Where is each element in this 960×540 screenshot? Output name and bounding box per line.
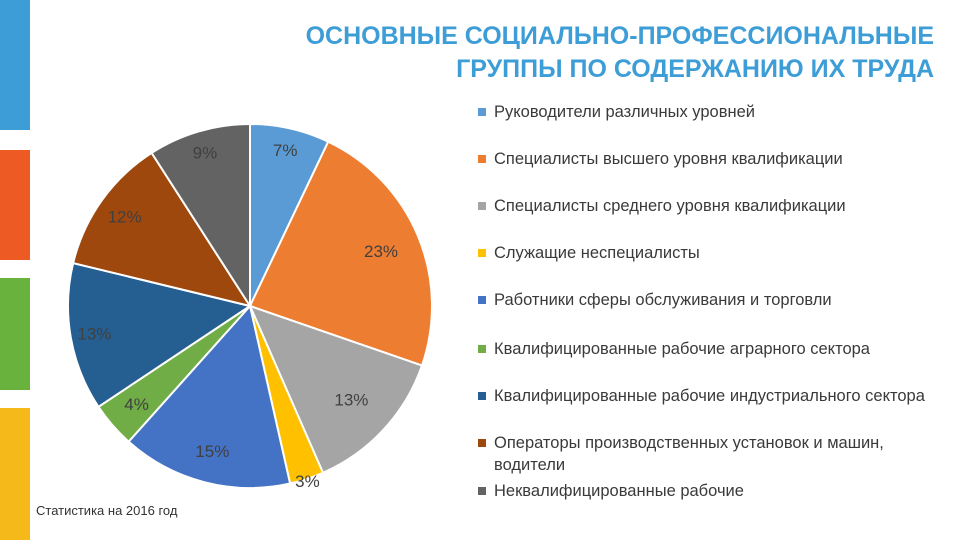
slice-data-label: 7% bbox=[273, 141, 298, 160]
legend-item: Служащие неспециалисты bbox=[478, 242, 948, 264]
slice-data-label: 12% bbox=[108, 208, 142, 227]
legend-item: Квалифицированные рабочие аграрного сект… bbox=[478, 338, 948, 360]
slice-data-label: 15% bbox=[195, 442, 229, 461]
accent-bar-green bbox=[0, 278, 30, 390]
legend-swatch bbox=[478, 345, 486, 353]
legend-label: Работники сферы обслуживания и торговли bbox=[494, 291, 832, 309]
legend-label: Служащие неспециалисты bbox=[494, 244, 700, 262]
legend-item: Работники сферы обслуживания и торговли bbox=[478, 289, 948, 311]
legend-swatch bbox=[478, 439, 486, 447]
legend-swatch bbox=[478, 487, 486, 495]
legend-label: Специалисты высшего уровня квалификации bbox=[494, 150, 843, 168]
accent-bar-yellow bbox=[0, 408, 30, 540]
legend-swatch bbox=[478, 392, 486, 400]
slice-data-label: 9% bbox=[193, 144, 218, 163]
legend-swatch bbox=[478, 202, 486, 210]
legend-label: Неквалифицированные рабочие bbox=[494, 482, 744, 500]
slice-data-label: 13% bbox=[77, 324, 111, 343]
slice-data-label: 23% bbox=[364, 242, 398, 261]
legend-item: Неквалифицированные рабочие bbox=[478, 480, 948, 502]
slice-data-label: 4% bbox=[124, 395, 149, 414]
accent-bar-orange bbox=[0, 150, 30, 260]
legend-item: Специалисты среднего уровня квалификации bbox=[478, 195, 948, 217]
legend-label: Квалифицированные рабочие аграрного сект… bbox=[494, 340, 870, 358]
pie-slice bbox=[127, 303, 292, 489]
pie-slice bbox=[248, 140, 433, 367]
legend-item: Специалисты высшего уровня квалификации bbox=[478, 148, 948, 170]
legend-label: Специалисты среднего уровня квалификации bbox=[494, 197, 846, 215]
legend-label: Операторы производственных установок и м… bbox=[494, 434, 884, 474]
pie-slice bbox=[71, 151, 253, 308]
legend-label: Квалифицированные рабочие индустриальног… bbox=[494, 387, 925, 405]
legend-item: Операторы производственных установок и м… bbox=[478, 432, 948, 476]
pie-slice bbox=[150, 122, 251, 310]
slice-data-label: 13% bbox=[334, 391, 368, 410]
page-title: ОСНОВНЫЕ СОЦИАЛЬНО-ПРОФЕССИОНАЛЬНЫЕ ГРУП… bbox=[234, 20, 934, 86]
title-line-2: ГРУППЫ ПО СОДЕРЖАНИЮ ИХ ТРУДА bbox=[456, 55, 934, 83]
legend-swatch bbox=[478, 296, 486, 304]
title-line-1: ОСНОВНЫЕ СОЦИАЛЬНО-ПРОФЕССИОНАЛЬНЫЕ bbox=[305, 22, 934, 50]
accent-bar-blue bbox=[0, 0, 30, 130]
legend-item: Руководители различных уровней bbox=[478, 101, 948, 123]
legend-label: Руководители различных уровней bbox=[494, 103, 755, 121]
slice-data-label: 3% bbox=[295, 472, 320, 491]
legend-swatch bbox=[478, 155, 486, 163]
legend-swatch bbox=[478, 108, 486, 116]
footnote: Статистика на 2016 год bbox=[36, 503, 178, 518]
legend-swatch bbox=[478, 249, 486, 257]
pie-slice bbox=[248, 304, 424, 475]
pie-slice bbox=[67, 261, 253, 409]
legend-item: Квалифицированные рабочие индустриальног… bbox=[478, 385, 948, 407]
